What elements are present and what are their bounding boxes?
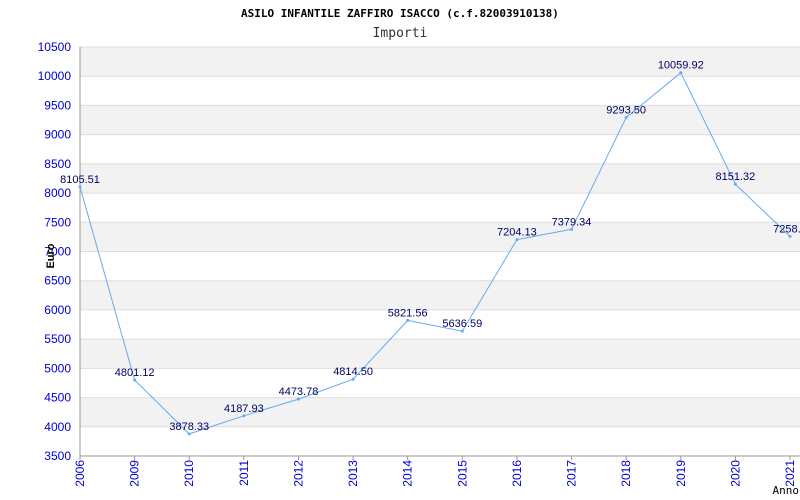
grid-band	[80, 280, 800, 310]
data-label: 4187.93	[224, 403, 264, 415]
data-point	[788, 234, 792, 238]
y-tick-label: 3500	[44, 449, 71, 463]
data-labels: 8105.51 4801.12 3878.33 4187.93 4473.78 4814.…	[60, 60, 800, 433]
x-tick-label: 2010	[182, 460, 196, 487]
y-tick-label: 4500	[44, 391, 71, 405]
axes	[79, 47, 800, 457]
data-label: 7379.34	[552, 216, 592, 228]
grid-lines	[80, 46, 800, 457]
series-line	[78, 71, 792, 436]
data-point	[351, 377, 355, 381]
y-tick-label: 4000	[44, 420, 71, 434]
x-tick-label: 2018	[619, 460, 633, 487]
data-label: 4814.50	[333, 366, 373, 378]
data-label: 8105.51	[60, 174, 100, 186]
data-point	[133, 378, 137, 382]
y-tick-label: 9500	[44, 98, 71, 112]
x-axis-label: Anno	[773, 484, 800, 497]
x-tick-label: 2019	[674, 460, 688, 487]
data-label: 4473.78	[279, 386, 319, 398]
data-label: 9293.50	[606, 104, 646, 116]
data-point	[406, 318, 410, 322]
x-tick-label: 2009	[128, 460, 142, 487]
grid-band	[80, 47, 800, 77]
data-label: 5636.59	[442, 318, 482, 330]
chart-subtitle: Importi	[373, 26, 428, 41]
x-axis-ticks: 2006 2009 2010 2011 2012 2013 2014 2015 2016 2017…	[73, 456, 797, 487]
grid-band	[80, 397, 800, 427]
grid-band	[80, 105, 800, 135]
y-tick-label: 10000	[38, 69, 72, 83]
x-tick-label: 2020	[728, 460, 742, 487]
y-tick-label: 6000	[44, 303, 71, 317]
x-tick-label: 2012	[291, 460, 305, 487]
grid-band	[80, 222, 800, 252]
y-tick-label: 5000	[44, 361, 71, 375]
data-point	[624, 115, 628, 119]
y-tick-label: 10500	[38, 40, 72, 54]
x-tick-label: 2016	[510, 460, 524, 487]
series-polyline	[79, 71, 791, 435]
x-tick-label: 2015	[455, 460, 469, 487]
data-label: 8151.32	[716, 171, 756, 183]
data-point	[733, 182, 737, 186]
y-tick-label: 7500	[44, 215, 71, 229]
data-point	[187, 432, 191, 436]
x-tick-label: 2021	[783, 460, 797, 487]
data-label: 7204.13	[497, 227, 537, 239]
grid-band	[80, 339, 800, 369]
data-point	[78, 185, 82, 189]
x-tick-label: 2006	[73, 460, 87, 487]
x-tick-label: 2011	[237, 460, 251, 486]
y-axis-ticks: 3500 4000 4500 5000 5500 6000 6500 7000 7500 8000…	[38, 40, 72, 463]
data-label: 10059.92	[658, 60, 704, 72]
x-tick-label: 2017	[565, 460, 579, 487]
data-point	[296, 397, 300, 401]
y-tick-label: 6500	[44, 274, 71, 288]
data-label: 7258.1	[773, 223, 800, 235]
data-point	[570, 227, 574, 231]
data-point	[242, 414, 246, 418]
grid-band	[80, 163, 800, 194]
data-point	[515, 238, 519, 242]
data-point	[460, 329, 464, 333]
data-label: 3878.33	[169, 421, 209, 433]
data-label: 4801.12	[115, 367, 155, 379]
y-tick-label: 8000	[44, 186, 71, 200]
grid-bands	[80, 47, 800, 427]
y-axis-label: Euro	[45, 243, 57, 268]
data-label: 5821.56	[388, 307, 428, 319]
x-tick-label: 2013	[346, 460, 360, 487]
data-point	[679, 71, 683, 75]
y-tick-label: 9000	[44, 128, 71, 142]
x-tick-label: 2014	[401, 460, 415, 487]
y-tick-label: 8500	[44, 157, 71, 171]
y-tick-label: 7000	[44, 245, 71, 259]
chart-title: ASILO INFANTILE ZAFFIRO ISACCO (c.f.8200…	[241, 7, 559, 20]
y-tick-label: 5500	[44, 332, 71, 346]
